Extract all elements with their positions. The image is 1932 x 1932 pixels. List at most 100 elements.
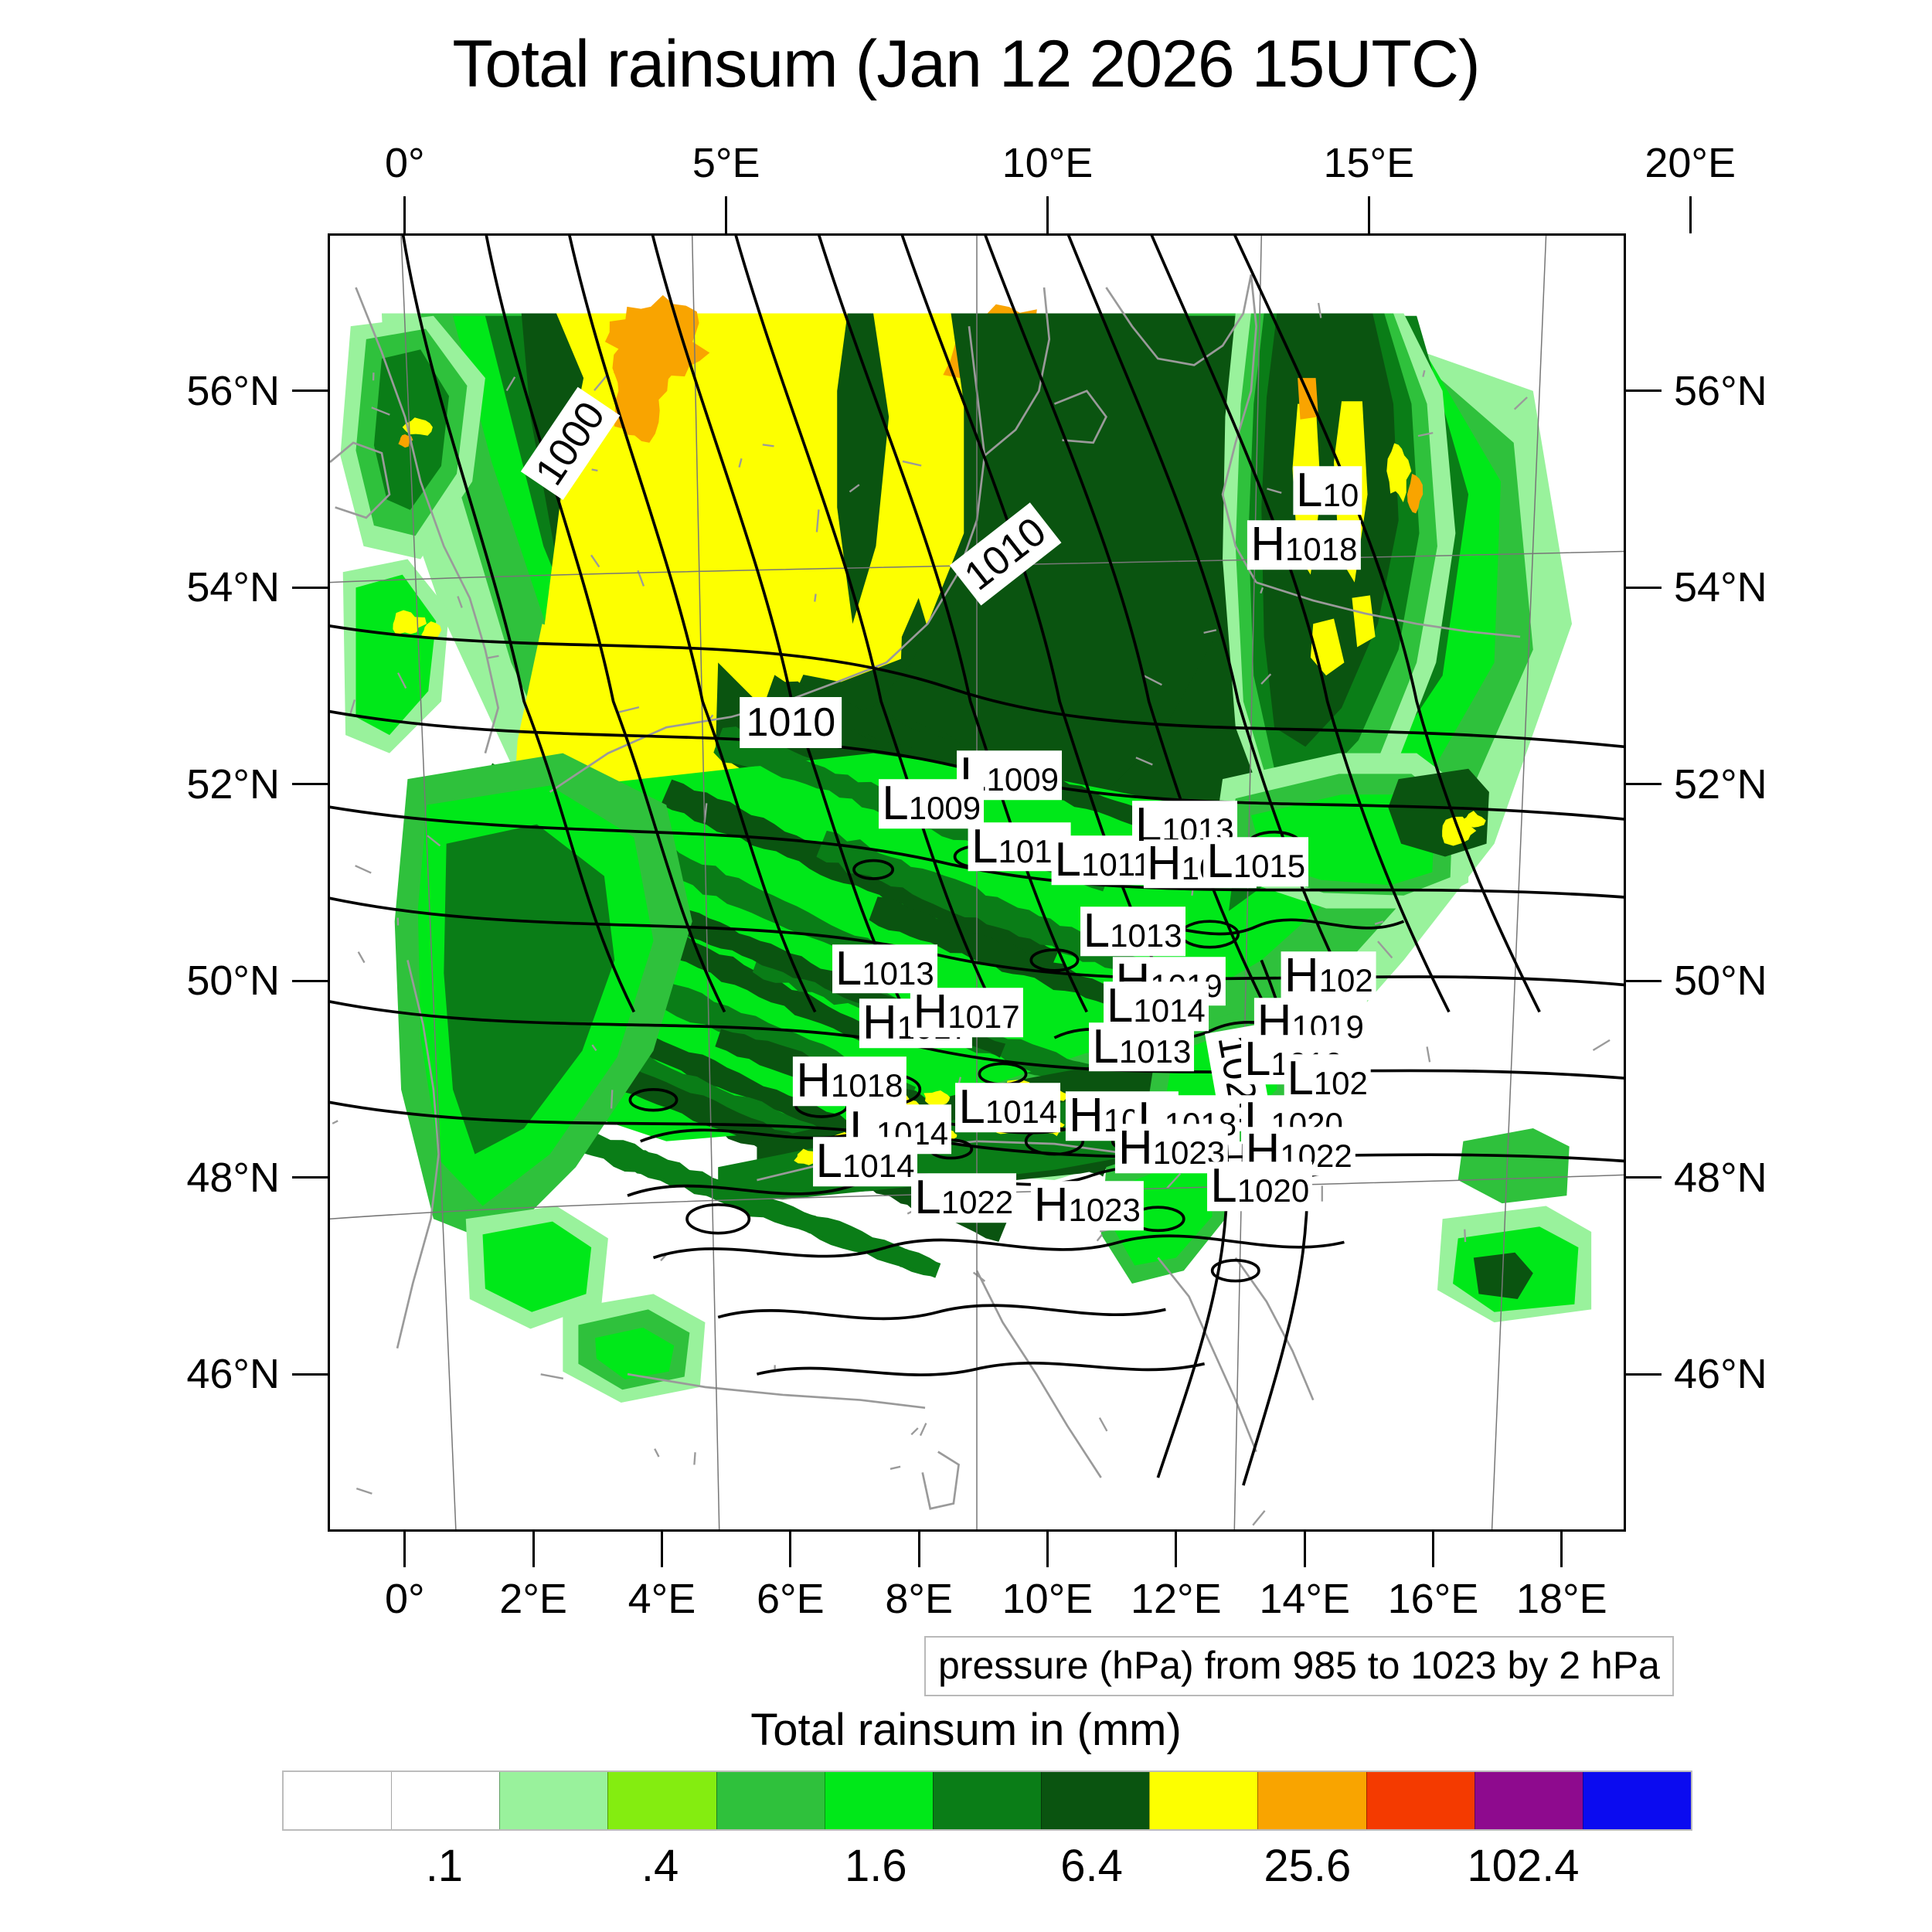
colorbar-segment[interactable] [932, 1772, 1042, 1829]
pressure-marker-value: 1013 [1118, 1032, 1192, 1070]
pressure-marker-value: 1020 [1236, 1172, 1310, 1209]
bottom-tick-label: 10°E [1002, 1576, 1094, 1622]
pressure-marker-type: L [1054, 833, 1082, 887]
colorbar-segment[interactable] [1041, 1772, 1150, 1829]
bottom-tick-label: 6°E [756, 1576, 825, 1622]
pressure-marker-h-1018: H1018 [793, 1056, 906, 1106]
right-tick-label: 46°N [1674, 1351, 1767, 1398]
pressure-marker-type: L [1287, 1051, 1314, 1105]
colorbar-tick-label: 25.6 [1264, 1841, 1352, 1891]
pressure-marker-value: 1014 [985, 1094, 1058, 1131]
colorbar-segment[interactable] [716, 1772, 825, 1829]
pressure-marker-h-1017: H1017 [910, 985, 1023, 1039]
pressure-contour-layer [330, 236, 1624, 1486]
pressure-marker-value: 10 [1322, 476, 1359, 513]
pressure-marker-value: 1014 [842, 1148, 915, 1185]
colorbar-segment[interactable] [391, 1772, 500, 1829]
pressure-marker-value: 102 [1318, 962, 1373, 999]
tick-mark [532, 1532, 535, 1567]
contour-label-1010: 1010 [740, 697, 842, 748]
pressure-marker-value: 1023 [1068, 1192, 1141, 1229]
pressure-marker-h-102: H102 [1281, 951, 1376, 1001]
tick-mark [292, 389, 328, 393]
colorbar-segment[interactable] [1257, 1772, 1366, 1829]
top-tick-label: 15°E [1323, 140, 1415, 186]
page-title: Total rainsum (Jan 12 2026 15UTC) [452, 27, 1480, 101]
pressure-marker-value: 1022 [940, 1184, 1014, 1221]
pressure-marker-l-1014: L1014 [955, 1080, 1061, 1134]
map-plot-area[interactable]: 1000 1010 1010 1020 L1009 L1009 L1011 L1011 L10… [328, 233, 1626, 1532]
bottom-tick-label: 12°E [1130, 1576, 1222, 1622]
tick-mark [1560, 1532, 1563, 1567]
right-tick-label: 54°N [1674, 564, 1767, 611]
pressure-marker-type: L [835, 941, 862, 995]
bottom-tick-label: 16°E [1387, 1576, 1479, 1622]
tick-mark [725, 196, 728, 233]
colorbar-segment[interactable] [1149, 1772, 1258, 1829]
pressure-marker-l-1022: L1022 [911, 1171, 1017, 1225]
colorbar-segment[interactable] [1366, 1772, 1475, 1829]
tick-mark [1626, 389, 1662, 393]
right-tick-label: 48°N [1674, 1154, 1767, 1201]
tick-mark [403, 1532, 406, 1567]
tick-mark [292, 979, 328, 982]
pressure-marker-value: 1014 [1133, 992, 1206, 1029]
tick-mark [1626, 586, 1662, 589]
left-tick-label: 50°N [186, 957, 280, 1005]
tick-mark [1626, 783, 1662, 786]
pressure-marker-type: L [1083, 904, 1111, 958]
colorbar-tick-label: .1 [425, 1841, 464, 1891]
tick-mark [1303, 1532, 1306, 1567]
pressure-marker-h-1023: H1023 [1030, 1181, 1144, 1231]
pressure-marker-type: H [913, 985, 948, 1039]
tick-mark [1367, 196, 1370, 233]
pressure-marker-type: L [914, 1171, 941, 1225]
pressure-marker-l-1013: L1013 [832, 944, 937, 994]
colorbar-segment[interactable] [1474, 1772, 1583, 1829]
right-tick-label: 50°N [1674, 957, 1767, 1005]
pressure-marker-value: 102 [1313, 1064, 1368, 1101]
tick-mark [1689, 196, 1692, 233]
bottom-tick-label: 2°E [499, 1576, 567, 1622]
tick-mark [917, 1532, 920, 1567]
top-tick-label: 10°E [1002, 140, 1094, 186]
tick-mark [292, 783, 328, 786]
tick-mark [1626, 1176, 1662, 1179]
colorbar-segment[interactable] [1582, 1772, 1692, 1829]
pressure-marker-type: L [882, 777, 909, 831]
colorbar-title: Total rainsum in (mm) [750, 1705, 1182, 1755]
pressure-marker-type: H [862, 996, 897, 1050]
colorbar-tick-labels: .1 .4 1.6 6.4 25.6 102.4 [282, 1840, 1692, 1902]
pressure-marker-value: 1013 [1110, 917, 1182, 954]
tick-mark [292, 1176, 328, 1179]
colorbar-segment[interactable] [284, 1772, 392, 1829]
pressure-marker-type: H [1146, 836, 1182, 890]
colorbar-segment[interactable] [824, 1772, 933, 1829]
colorbar-segment[interactable] [499, 1772, 608, 1829]
left-tick-label: 54°N [186, 564, 280, 611]
bottom-tick-label: 14°E [1259, 1576, 1350, 1622]
pressure-marker-type: H [1250, 518, 1286, 572]
pressure-marker-value: 1018 [831, 1067, 903, 1104]
top-tick-label: 5°E [692, 140, 760, 186]
colorbar-segment[interactable] [607, 1772, 716, 1829]
left-tick-label: 46°N [186, 1351, 280, 1398]
left-tick-label: 48°N [186, 1154, 280, 1201]
pressure-marker-type: L [1210, 1159, 1237, 1213]
colorbar-tick-label: 6.4 [1060, 1841, 1123, 1891]
left-tick-label: 56°N [186, 367, 280, 414]
pressure-marker-h-1018: H1018 [1247, 518, 1361, 572]
pressure-marker-type: L [958, 1080, 985, 1134]
bottom-tick-label: 8°E [885, 1576, 953, 1622]
pressure-marker-type: L [971, 820, 998, 874]
tick-mark [1431, 1532, 1434, 1567]
colorbar-tick-label: .4 [641, 1841, 679, 1891]
pressure-marker-type: L [815, 1134, 843, 1189]
tick-mark [292, 1372, 328, 1376]
colorbar[interactable] [282, 1770, 1692, 1831]
colorbar-tick-label: 1.6 [844, 1841, 907, 1891]
pressure-marker-value: 1018 [1285, 531, 1358, 568]
pressure-marker-l-1009: L1009 [879, 777, 985, 831]
bottom-tick-label: 18°E [1515, 1576, 1607, 1622]
